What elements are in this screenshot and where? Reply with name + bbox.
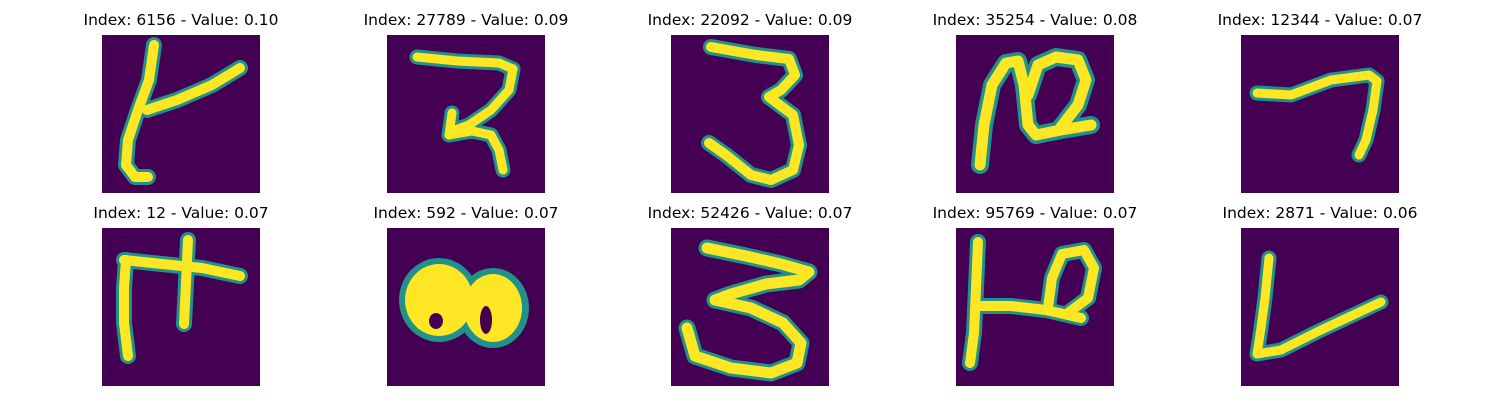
digit-image-glyph-52426 [671, 228, 829, 386]
digit-image-glyph-12344 [1241, 35, 1399, 193]
cell-title: Index: 35254 - Value: 0.08 [932, 11, 1138, 29]
cell-title: Index: 12344 - Value: 0.07 [1217, 11, 1423, 29]
cell-title: Index: 2871 - Value: 0.06 [1222, 204, 1418, 222]
cell-title: Index: 27789 - Value: 0.09 [363, 11, 569, 29]
digit-image-glyph-2871 [1241, 228, 1399, 386]
cell-title: Index: 6156 - Value: 0.10 [83, 11, 279, 29]
cell-title: Index: 22092 - Value: 0.09 [647, 11, 853, 29]
digit-image-glyph-12 [102, 228, 260, 386]
digit-image-glyph-22092 [671, 35, 829, 193]
grid-cell-r1c1: Index: 6156 - Value: 0.10 [84, 11, 278, 193]
grid-cell-r1c3: Index: 22092 - Value: 0.09 [648, 11, 852, 193]
grid-cell-r1c5: Index: 12344 - Value: 0.07 [1218, 11, 1422, 193]
grid-cell-r2c3: Index: 52426 - Value: 0.07 [648, 204, 852, 386]
cell-title: Index: 52426 - Value: 0.07 [647, 204, 853, 222]
grid-cell-r2c5: Index: 2871 - Value: 0.06 [1223, 204, 1417, 386]
digit-image-glyph-27789 [387, 35, 545, 193]
digit-image-glyph-592 [387, 228, 545, 386]
grid-cell-r1c2: Index: 27789 - Value: 0.09 [364, 11, 568, 193]
cell-title: Index: 95769 - Value: 0.07 [932, 204, 1138, 222]
digit-image-glyph-95769 [956, 228, 1114, 386]
grid-cell-r2c4: Index: 95769 - Value: 0.07 [933, 204, 1137, 386]
grid-cell-r2c2: Index: 592 - Value: 0.07 [373, 204, 559, 386]
cell-title: Index: 592 - Value: 0.07 [373, 204, 559, 222]
digit-image-glyph-6156 [102, 35, 260, 193]
digit-image-glyph-35254 [956, 35, 1114, 193]
grid-cell-r2c1: Index: 12 - Value: 0.07 [93, 204, 269, 386]
cell-title: Index: 12 - Value: 0.07 [93, 204, 269, 222]
grid-cell-r1c4: Index: 35254 - Value: 0.08 [933, 11, 1137, 193]
